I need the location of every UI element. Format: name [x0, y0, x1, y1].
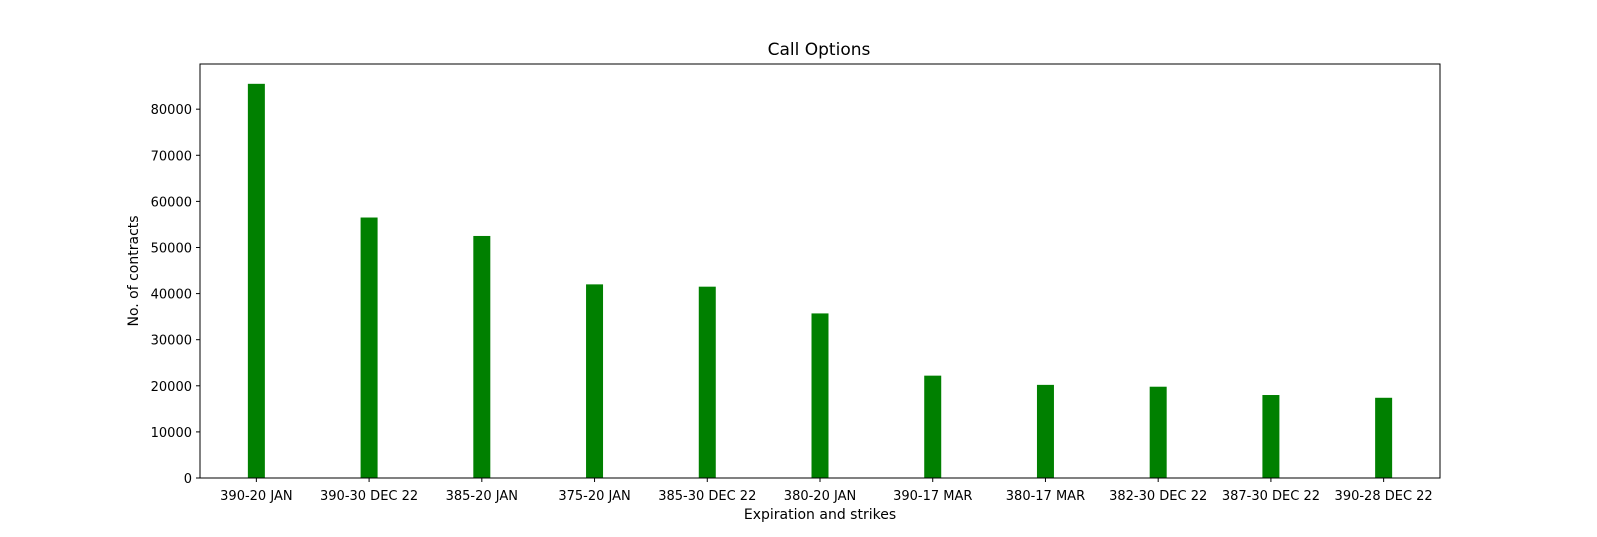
bar-7	[1036, 384, 1054, 478]
y-tick-label: 80000	[151, 103, 192, 118]
y-tick-label: 70000	[151, 149, 192, 164]
bar-0	[247, 83, 265, 479]
x-tick-label: 380-17 MAR	[1006, 489, 1085, 504]
bars-group	[247, 83, 1393, 479]
x-tick-label: 385-20 JAN	[446, 489, 518, 504]
y-tick-label: 10000	[151, 426, 192, 441]
y-tick-label: 0	[184, 472, 192, 487]
y-tick-label: 60000	[151, 195, 192, 210]
bar-8	[1149, 386, 1167, 478]
x-tick-label: 390-20 JAN	[220, 489, 292, 504]
y-axis-label: No. of contracts	[126, 215, 142, 326]
x-tick-label: 375-20 JAN	[558, 489, 630, 504]
x-tick-label: 382-30 DEC 22	[1109, 489, 1207, 504]
bar-4	[698, 286, 716, 478]
y-tick-label: 50000	[151, 241, 192, 256]
x-axis-label: Expiration and strikes	[744, 507, 896, 523]
y-tick-label: 20000	[151, 380, 192, 395]
x-tick-label: 387-30 DEC 22	[1222, 489, 1320, 504]
y-tick-label: 30000	[151, 334, 192, 349]
x-axis-ticks: 390-20 JAN 390-30 DEC 22 385-20 JAN 375-20 …	[220, 478, 1433, 504]
bar-6	[924, 375, 942, 478]
y-tick-label: 40000	[151, 288, 192, 303]
bar-1	[360, 217, 378, 478]
x-tick-label: 380-20 JAN	[784, 489, 856, 504]
bar-3	[586, 284, 604, 478]
x-tick-label: 385-30 DEC 22	[658, 489, 756, 504]
y-axis-ticks: 0 10000 20000 30000 40000 50000 60000 70000 8000…	[151, 103, 200, 487]
x-tick-label: 390-17 MAR	[893, 489, 972, 504]
bar-9	[1262, 395, 1280, 478]
chart-title: Call Options	[768, 40, 871, 60]
x-tick-label: 390-30 DEC 22	[320, 489, 418, 504]
bar-10	[1375, 397, 1393, 478]
x-tick-label: 390-28 DEC 22	[1335, 489, 1433, 504]
plot-frame	[199, 63, 1441, 479]
bar-2	[473, 235, 491, 478]
bar-5	[811, 313, 829, 478]
